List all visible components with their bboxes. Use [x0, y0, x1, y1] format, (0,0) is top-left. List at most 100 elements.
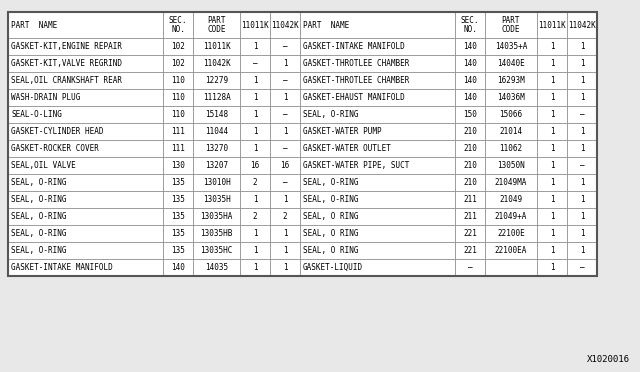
Bar — [300, 106, 455, 123]
Bar — [240, 12, 270, 38]
Bar — [485, 259, 537, 276]
Bar — [8, 191, 163, 208]
Text: 1: 1 — [253, 195, 257, 204]
Bar — [8, 12, 597, 276]
Bar — [537, 89, 567, 106]
Bar — [193, 225, 240, 242]
Bar — [567, 89, 597, 106]
Text: 11062: 11062 — [499, 144, 523, 153]
Bar — [8, 157, 163, 174]
Bar — [455, 157, 485, 174]
Bar — [240, 140, 270, 157]
Bar — [537, 72, 567, 89]
Text: 21049: 21049 — [499, 195, 523, 204]
Text: 13035HC: 13035HC — [200, 246, 233, 255]
Bar — [537, 208, 567, 225]
Bar — [240, 106, 270, 123]
Bar — [240, 55, 270, 72]
Bar — [163, 12, 193, 38]
Text: 11011K: 11011K — [203, 42, 230, 51]
Text: 210: 210 — [463, 127, 477, 136]
Text: 110: 110 — [171, 110, 185, 119]
Bar — [455, 123, 485, 140]
Bar — [193, 259, 240, 276]
Text: 1: 1 — [283, 246, 287, 255]
Bar — [8, 174, 163, 191]
Bar — [270, 55, 300, 72]
Text: GASKET-WATER OUTLET: GASKET-WATER OUTLET — [303, 144, 391, 153]
Bar — [300, 242, 455, 259]
Bar — [537, 157, 567, 174]
Bar — [240, 225, 270, 242]
Bar — [163, 106, 193, 123]
Text: 1: 1 — [550, 42, 554, 51]
Bar — [455, 140, 485, 157]
Bar — [537, 191, 567, 208]
Text: 1: 1 — [550, 144, 554, 153]
Text: 111: 111 — [171, 127, 185, 136]
Bar — [567, 191, 597, 208]
Bar — [567, 259, 597, 276]
Bar — [8, 106, 163, 123]
Text: 140: 140 — [463, 42, 477, 51]
Bar — [455, 225, 485, 242]
Text: 1: 1 — [283, 263, 287, 272]
Bar — [240, 89, 270, 106]
Text: GASKET-KIT,ENGINE REPAIR: GASKET-KIT,ENGINE REPAIR — [11, 42, 122, 51]
Bar — [240, 191, 270, 208]
Text: –: – — [580, 110, 584, 119]
Bar — [270, 174, 300, 191]
Text: X1020016: X1020016 — [587, 355, 630, 364]
Bar — [8, 38, 163, 55]
Bar — [455, 38, 485, 55]
Bar — [537, 174, 567, 191]
Bar — [240, 208, 270, 225]
Bar — [8, 12, 597, 276]
Text: PART
CODE: PART CODE — [502, 16, 520, 34]
Bar — [455, 242, 485, 259]
Text: 11042K: 11042K — [568, 20, 596, 29]
Bar — [485, 174, 537, 191]
Text: GASKET-CYLINDER HEAD: GASKET-CYLINDER HEAD — [11, 127, 104, 136]
Text: 1: 1 — [580, 93, 584, 102]
Bar — [163, 225, 193, 242]
Bar — [193, 174, 240, 191]
Bar — [163, 140, 193, 157]
Text: –: – — [283, 110, 287, 119]
Bar — [8, 208, 163, 225]
Text: 1: 1 — [550, 161, 554, 170]
Text: PART  NAME: PART NAME — [303, 20, 349, 29]
Bar — [270, 89, 300, 106]
Bar — [240, 123, 270, 140]
Text: 21014: 21014 — [499, 127, 523, 136]
Bar — [567, 38, 597, 55]
Text: SEAL, O-RING: SEAL, O-RING — [11, 178, 67, 187]
Text: 14040E: 14040E — [497, 59, 525, 68]
Bar — [8, 89, 163, 106]
Bar — [270, 72, 300, 89]
Text: 21049+A: 21049+A — [495, 212, 527, 221]
Text: 1: 1 — [580, 76, 584, 85]
Bar — [193, 123, 240, 140]
Text: 11011K: 11011K — [241, 20, 269, 29]
Bar — [163, 89, 193, 106]
Text: 1: 1 — [283, 127, 287, 136]
Text: GASKET-WATER PIPE, SUCT: GASKET-WATER PIPE, SUCT — [303, 161, 410, 170]
Text: SEAL, O-RING: SEAL, O-RING — [11, 212, 67, 221]
Text: 111: 111 — [171, 144, 185, 153]
Text: 11042K: 11042K — [271, 20, 299, 29]
Text: –: – — [580, 161, 584, 170]
Text: 1: 1 — [253, 42, 257, 51]
Bar — [193, 106, 240, 123]
Bar — [240, 242, 270, 259]
Text: SEC.
NO.: SEC. NO. — [461, 16, 479, 34]
Text: 1: 1 — [550, 127, 554, 136]
Text: –: – — [253, 59, 257, 68]
Bar — [485, 140, 537, 157]
Text: 1: 1 — [550, 76, 554, 85]
Bar — [8, 12, 163, 38]
Text: 1: 1 — [580, 127, 584, 136]
Bar — [485, 38, 537, 55]
Bar — [567, 72, 597, 89]
Text: 1: 1 — [253, 246, 257, 255]
